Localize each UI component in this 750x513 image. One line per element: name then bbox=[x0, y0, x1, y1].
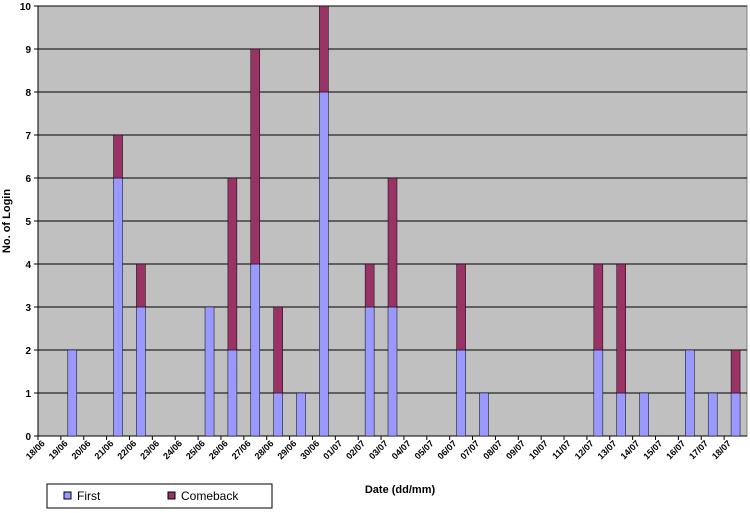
bar-segment bbox=[204, 306, 215, 437]
legend-swatch bbox=[167, 491, 176, 500]
bar-segment bbox=[593, 349, 604, 437]
legend bbox=[46, 483, 273, 509]
x-tick-label: 14/07 bbox=[618, 438, 641, 461]
bar-segment bbox=[319, 91, 329, 437]
bar-segment bbox=[616, 392, 626, 437]
bar-segment bbox=[456, 263, 466, 351]
x-tick-label: 07/07 bbox=[458, 438, 481, 461]
x-tick-label: 01/07 bbox=[321, 438, 344, 461]
x-tick-label: 17/07 bbox=[687, 438, 710, 461]
y-tick-label: 8 bbox=[25, 88, 31, 99]
x-tick-label: 28/06 bbox=[253, 438, 276, 461]
x-tick-label: 24/06 bbox=[161, 438, 184, 461]
bar-segment bbox=[227, 349, 238, 437]
x-tick-label: 20/06 bbox=[70, 438, 93, 461]
bar-segment bbox=[136, 306, 146, 437]
y-tick-label: 0 bbox=[25, 432, 31, 443]
bar-segment bbox=[113, 177, 123, 437]
x-tick-label: 03/07 bbox=[367, 438, 390, 461]
bar-segment bbox=[639, 392, 649, 437]
bar-segment bbox=[364, 306, 375, 437]
bar-segment bbox=[227, 177, 238, 351]
x-tick-label: 25/06 bbox=[184, 438, 207, 461]
bar-segment bbox=[685, 349, 695, 437]
x-tick-label: 27/06 bbox=[230, 438, 253, 461]
bar-segment bbox=[479, 392, 489, 437]
x-tick-label: 18/07 bbox=[710, 438, 733, 461]
bar-segment bbox=[387, 177, 398, 308]
y-tick-label: 3 bbox=[25, 303, 31, 314]
x-tick-label: 30/06 bbox=[298, 438, 321, 461]
bar-segment bbox=[250, 48, 261, 265]
y-tick-label: 5 bbox=[25, 217, 31, 228]
x-axis-label: Date (dd/mm) bbox=[365, 484, 436, 496]
bar-segment bbox=[707, 392, 718, 437]
bar-segment bbox=[250, 263, 261, 437]
bar-segment bbox=[387, 306, 398, 437]
x-tick-label: 10/07 bbox=[527, 438, 550, 461]
x-tick-label: 05/07 bbox=[413, 438, 436, 461]
x-tick-label: 08/07 bbox=[481, 438, 504, 461]
legend-items: First Comeback bbox=[63, 489, 239, 503]
legend-label: First bbox=[77, 489, 101, 503]
y-tick-label: 7 bbox=[25, 131, 31, 142]
bar-segment bbox=[456, 349, 466, 437]
x-tick-label: 04/07 bbox=[390, 438, 413, 461]
x-tick-label: 09/07 bbox=[504, 438, 527, 461]
y-tick-label: 1 bbox=[25, 389, 31, 400]
x-tick-label: 15/07 bbox=[641, 438, 664, 461]
x-tick-label: 12/07 bbox=[573, 438, 596, 461]
x-tick-label: 06/07 bbox=[436, 438, 459, 461]
y-tick-label: 2 bbox=[25, 346, 31, 357]
x-tick-label: 29/06 bbox=[275, 438, 298, 461]
bar-segment bbox=[364, 263, 375, 308]
x-tick-label: 11/07 bbox=[550, 438, 573, 461]
bar-segment bbox=[296, 392, 306, 437]
legend-swatch bbox=[63, 491, 72, 500]
x-tick-label: 19/06 bbox=[47, 438, 70, 461]
bar-segment bbox=[730, 392, 741, 437]
x-tick-label: 21/06 bbox=[92, 438, 115, 461]
y-tick-label: 4 bbox=[25, 260, 31, 271]
y-tick-label: 6 bbox=[25, 174, 31, 185]
y-axis-label: No. of Login bbox=[1, 189, 13, 253]
x-tick-label: 13/07 bbox=[596, 438, 619, 461]
bar-segment bbox=[730, 349, 741, 394]
bar-segment bbox=[273, 392, 283, 437]
bar-segment bbox=[593, 263, 604, 351]
bar-segment bbox=[616, 263, 626, 394]
x-tick-label: 22/06 bbox=[115, 438, 138, 461]
x-tick-label: 02/07 bbox=[344, 438, 367, 461]
bar-segment bbox=[113, 134, 123, 179]
bar-segment bbox=[319, 5, 329, 93]
bar-segment bbox=[136, 263, 146, 308]
y-tick-label: 10 bbox=[20, 2, 32, 13]
bar-segment bbox=[273, 306, 283, 394]
x-tick-label: 26/06 bbox=[207, 438, 230, 461]
y-tick-label: 9 bbox=[25, 45, 31, 56]
bar-segment bbox=[67, 349, 78, 437]
x-tick-label: 16/07 bbox=[664, 438, 687, 461]
x-tick-label: 23/06 bbox=[138, 438, 161, 461]
legend-label: Comeback bbox=[181, 489, 239, 503]
